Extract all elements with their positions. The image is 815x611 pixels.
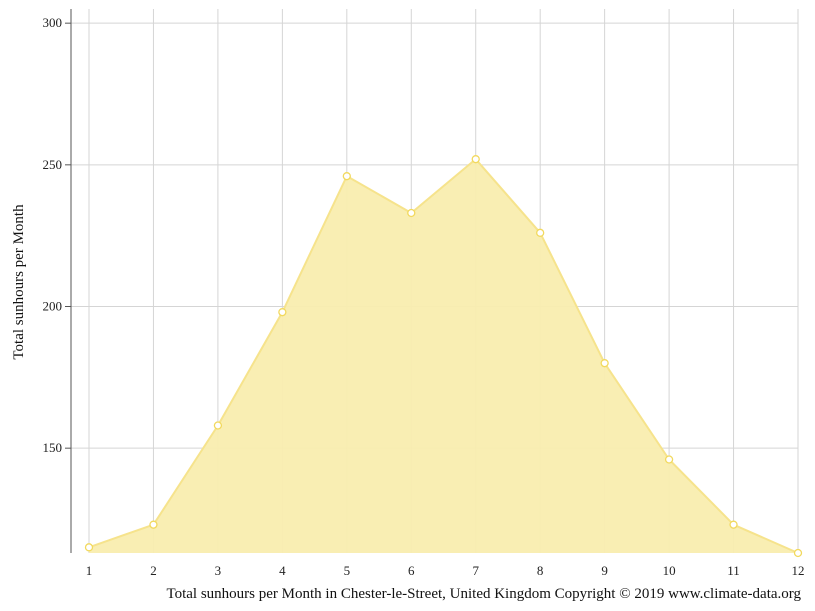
data-point-month-4 <box>278 308 287 317</box>
data-point-month-2 <box>149 520 158 529</box>
x-tick-label-4: 4 <box>279 563 286 578</box>
data-point-month-7 <box>471 155 480 164</box>
x-tick-label-7: 7 <box>472 563 479 578</box>
x-tick-label-1: 1 <box>86 563 93 578</box>
x-tick-label-8: 8 <box>537 563 544 578</box>
data-point-month-1 <box>84 543 94 552</box>
x-tick-label-12: 12 <box>792 563 805 578</box>
x-tick-label-10: 10 <box>663 563 676 578</box>
area-layer <box>88 158 799 554</box>
data-point-month-8 <box>536 228 545 237</box>
sunhours-line <box>88 158 799 554</box>
data-point-month-6 <box>407 208 416 218</box>
x-tick-label-3: 3 <box>215 563 222 578</box>
x-tick-label-5: 5 <box>344 563 351 578</box>
x-tick-label-11: 11 <box>727 563 740 578</box>
y-tick-label-200: 200 <box>43 299 63 314</box>
sunhours-area-fill <box>89 159 798 553</box>
data-markers <box>84 155 803 558</box>
data-point-month-10 <box>664 455 674 464</box>
chart-caption: Total sunhours per Month in Chester-le-S… <box>166 586 801 602</box>
data-point-month-12 <box>793 548 803 558</box>
x-tick-label-2: 2 <box>150 563 157 578</box>
data-point-month-9 <box>600 359 609 368</box>
data-point-month-3 <box>213 421 223 430</box>
y-tick-label-250: 250 <box>43 157 63 172</box>
data-point-month-11 <box>729 520 738 529</box>
y-tick-label-150: 150 <box>43 440 63 455</box>
data-point-month-5 <box>342 172 351 181</box>
x-tick-label-9: 9 <box>601 563 608 578</box>
axes <box>65 9 72 553</box>
y-tick-label-300: 300 <box>43 15 63 30</box>
x-tick-label-6: 6 <box>408 563 415 578</box>
y-axis-title: Total sunhours per Month <box>11 204 27 360</box>
